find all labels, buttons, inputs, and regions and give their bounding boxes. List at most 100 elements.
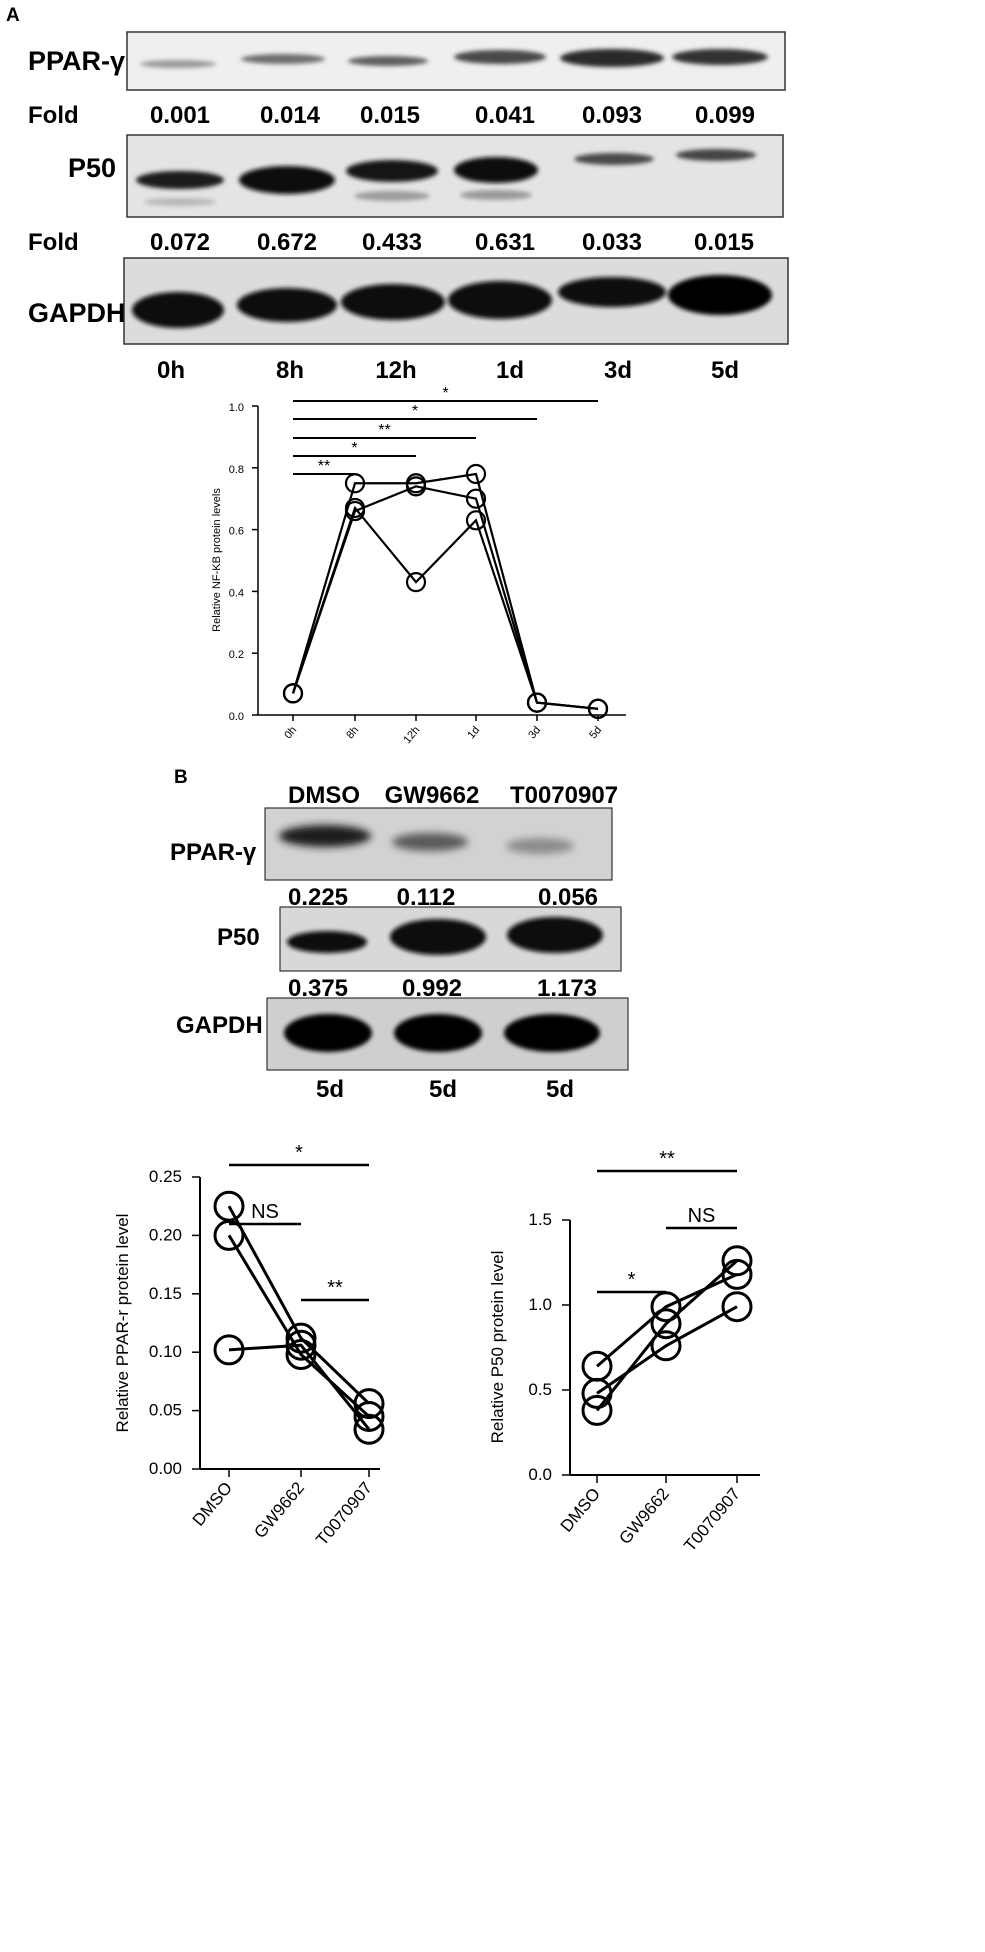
- data-point: [213, 1219, 245, 1251]
- band: [346, 160, 438, 182]
- y-axis-label: Relative NF-KB protein levels: [211, 488, 223, 632]
- data-point: [353, 1413, 385, 1445]
- fold-value: 0.015: [694, 229, 754, 256]
- y-tick-label: 0.15: [149, 1284, 182, 1303]
- blot-a-gapdh-bands: [132, 275, 772, 328]
- significance-bars: ***NS: [597, 1148, 737, 1294]
- band: [237, 288, 337, 322]
- x-tick-label: T0070907: [312, 1478, 376, 1549]
- blot-a-fold-label-2: Fold: [28, 229, 79, 256]
- blot-a-p50-bands: [136, 149, 756, 206]
- y-tick-label: 1.0: [229, 402, 244, 414]
- band: [394, 1014, 482, 1052]
- blot-a-p50-strip: [126, 134, 784, 218]
- y-tick-label: 0.8: [229, 464, 244, 476]
- x-ticks: DMSO GW9662 T0070907: [557, 1475, 744, 1555]
- column-label: T0070907: [510, 782, 618, 809]
- blot-a: PPAR-γ P50 GAPDH Fold 0.001 0.014 0.015 …: [28, 31, 789, 384]
- series-line: [595, 1259, 738, 1412]
- x-tick-label: T0070907: [680, 1484, 744, 1555]
- band: [506, 838, 574, 854]
- fold-value: 0.631: [475, 229, 535, 256]
- significance-label: **: [378, 422, 390, 439]
- band: [241, 54, 325, 64]
- data-point: [721, 1258, 753, 1290]
- blot-b-row-label-p50: P50: [217, 924, 260, 951]
- data-point: [581, 1350, 613, 1382]
- blot-a-row-label-p50: P50: [68, 153, 116, 183]
- data-point: [581, 1394, 613, 1426]
- y-tick-label: 0.2: [229, 649, 244, 661]
- y-tick-label: 0.05: [149, 1401, 182, 1420]
- x-tick-label: GW9662: [615, 1484, 673, 1548]
- y-tick-label: 0.0: [229, 711, 244, 723]
- column-label: DMSO: [288, 782, 360, 809]
- fold-value: 0.072: [150, 229, 210, 256]
- data-point: [465, 510, 487, 531]
- band: [390, 919, 486, 955]
- y-tick-label: 0.0: [528, 1465, 552, 1484]
- band: [454, 157, 538, 183]
- significance-label: *: [442, 385, 448, 402]
- y-axis-label: Relative P50 protein level: [488, 1251, 507, 1444]
- x-ticks: 0h 8h 12h 1d 3d 5d: [282, 715, 604, 746]
- x-tick-label: 0h: [282, 724, 299, 741]
- band: [348, 56, 428, 66]
- fold-value: 0.015: [360, 102, 420, 129]
- lane-label: 5d: [316, 1076, 344, 1103]
- column-label: GW9662: [385, 782, 480, 809]
- fold-value: 0.001: [150, 102, 210, 129]
- x-tick-label: 8h: [344, 724, 361, 741]
- series-line: [596, 1305, 738, 1395]
- fold-value: 0.014: [260, 102, 321, 129]
- data-point: [353, 1400, 385, 1432]
- y-tick-label: 0.20: [149, 1225, 182, 1244]
- fold-value: 0.672: [257, 229, 317, 256]
- lane-label: 3d: [604, 357, 632, 384]
- x-tick-label: 1d: [465, 724, 482, 741]
- significance-bars: *******: [293, 385, 598, 475]
- blot-b-row-label-ppar: PPAR-γ: [170, 839, 257, 866]
- fold-value: 0.041: [475, 102, 535, 129]
- y-ticks: 0.0 0.5 1.0 1.5: [528, 1210, 570, 1484]
- blot-b-p50-bands: [287, 917, 603, 955]
- data-point: [285, 1339, 317, 1371]
- band: [279, 825, 371, 847]
- blot-a-fold-p50: 0.072 0.672 0.433 0.631 0.033 0.015: [150, 229, 754, 256]
- band: [341, 284, 445, 320]
- band: [672, 49, 768, 65]
- blot-a-row-label-ppar: PPAR-γ: [28, 46, 125, 76]
- x-tick-label: DMSO: [557, 1484, 604, 1535]
- blot-b: DMSO GW9662 T0070907 PPAR-γ P50 GAPDH 0.…: [170, 782, 629, 1103]
- x-tick-label: 12h: [401, 724, 422, 746]
- band: [239, 166, 335, 194]
- band: [454, 50, 546, 64]
- blot-a-fold-ppar: 0.001 0.014 0.015 0.041 0.093 0.099: [150, 102, 755, 129]
- blot-a-ppar-strip: [126, 31, 786, 91]
- blot-b-column-labels: DMSO GW9662 T0070907: [288, 782, 618, 809]
- y-tick-label: 0.4: [229, 587, 244, 599]
- band: [676, 149, 756, 161]
- y-tick-label: 0.6: [229, 526, 244, 538]
- fold-value: 0.099: [695, 102, 755, 129]
- data-point: [650, 1308, 682, 1340]
- band: [136, 171, 224, 189]
- data-point: [465, 488, 487, 509]
- band: [284, 1014, 372, 1052]
- series-line: [291, 485, 599, 710]
- band: [448, 281, 552, 319]
- blot-b-lane-labels: 5d 5d 5d: [316, 1076, 574, 1103]
- data-point: [721, 1291, 753, 1323]
- series-lines: [213, 1190, 385, 1445]
- y-tick-label: 1.0: [528, 1295, 552, 1314]
- lane-label: 5d: [429, 1076, 457, 1103]
- significance-bars: NS***: [229, 1142, 369, 1302]
- data-point: [213, 1334, 245, 1366]
- band: [504, 1014, 600, 1052]
- lane-label: 5d: [546, 1076, 574, 1103]
- band: [574, 153, 654, 165]
- band: [560, 49, 664, 67]
- blot-b-row-label-gapdh: GAPDH: [176, 1012, 263, 1039]
- y-tick-label: 1.5: [528, 1210, 552, 1229]
